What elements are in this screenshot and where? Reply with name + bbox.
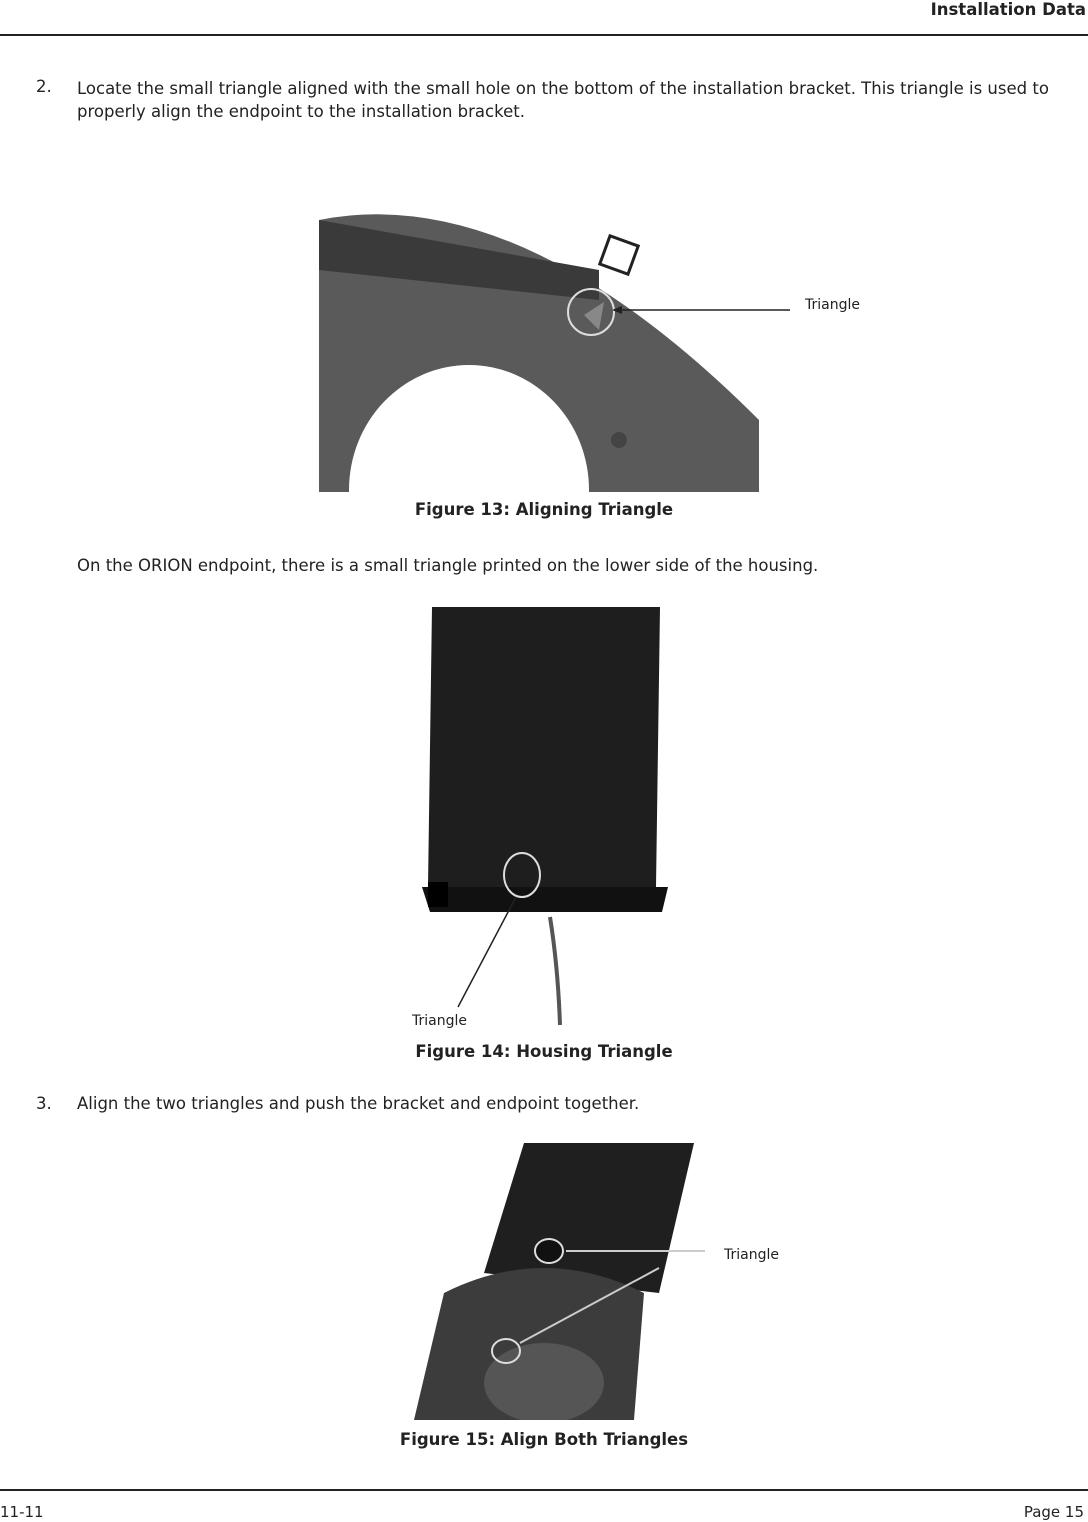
step-text: Locate the small triangle aligned with t… — [77, 79, 1049, 121]
figure-13-image — [319, 190, 759, 492]
header-title: Installation Data — [930, 0, 1086, 19]
figure-15-image — [384, 1143, 705, 1420]
figure-caption: Figure 15: Align Both Triangles — [399, 1430, 689, 1449]
paragraph: On the ORION endpoint, there is a small … — [77, 556, 819, 575]
figure-13-arrow — [612, 306, 790, 314]
step-number: 2. — [36, 77, 52, 96]
footer-left: 11-11 — [0, 1503, 44, 1521]
step-text: Align the two triangles and push the bra… — [77, 1094, 640, 1113]
footer-rule — [0, 1489, 1088, 1491]
figure-label: Triangle — [724, 1247, 779, 1263]
footer-right: Page 15 — [1023, 1503, 1084, 1521]
header-rule — [0, 34, 1088, 36]
figure-caption: Figure 13: Aligning Triangle — [414, 500, 674, 519]
figure-caption: Figure 14: Housing Triangle — [415, 1042, 673, 1061]
figure-label: Triangle — [412, 1013, 467, 1029]
step-number: 3. — [36, 1094, 52, 1113]
figure-label: Triangle — [805, 297, 860, 313]
figure-14-image — [408, 607, 680, 1025]
